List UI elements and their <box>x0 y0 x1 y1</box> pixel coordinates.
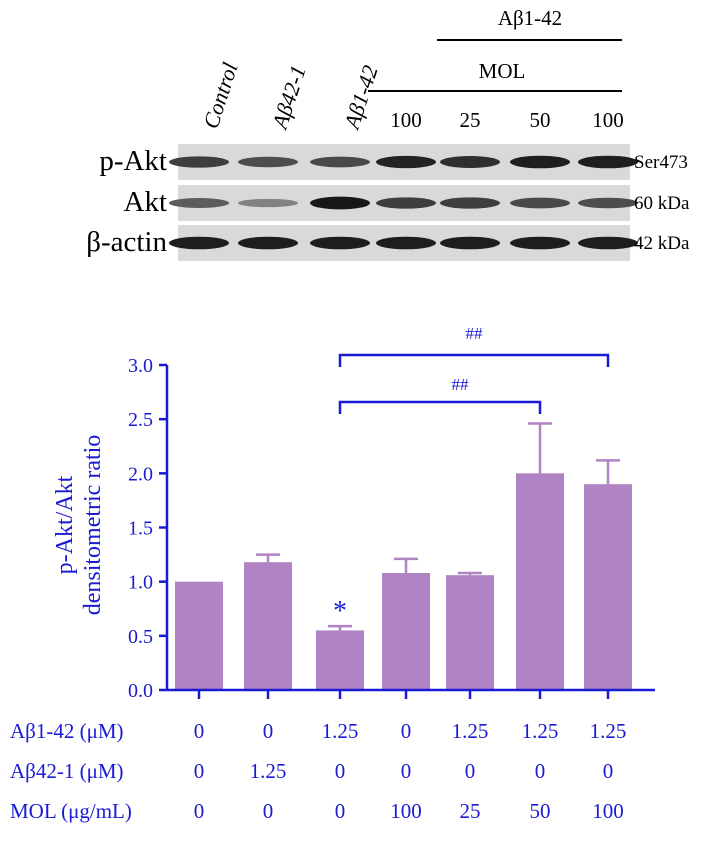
condition-value: 0 <box>194 799 205 823</box>
condition-label: Aβ1-42 (μM) <box>10 719 124 743</box>
blot-band <box>310 236 370 250</box>
condition-value: 0 <box>335 759 346 783</box>
blot-row-label: Akt <box>124 186 168 218</box>
significance-label: ## <box>466 324 484 343</box>
condition-value: 1.25 <box>522 719 559 743</box>
mol-doses: 100 25 50 100 <box>390 108 624 132</box>
lane-label: Aβ1-42 <box>338 62 382 133</box>
blot-band <box>578 236 638 250</box>
condition-value: 0 <box>401 759 412 783</box>
conditions-table: Aβ1-42 (μM) 0 0 1.25 0 1.25 1.25 1.25 Aβ42-1 (μM… <box>10 719 626 823</box>
group-label-abeta142: Aβ1-42 <box>498 6 562 30</box>
y-tick-label: 3.0 <box>128 355 153 377</box>
bar-chart: 0.0 0.5 1.0 1.5 2.0 2.5 3.0 p-Akt/Akt densitom… <box>52 324 655 702</box>
condition-value: 1.25 <box>250 759 287 783</box>
blot-band <box>238 198 298 208</box>
bar <box>382 573 430 690</box>
blot-row-label: β-actin <box>86 226 167 258</box>
blot-band <box>376 236 436 250</box>
blot-size-label: 42 kDa <box>634 233 690 254</box>
condition-value: 1.25 <box>322 719 359 743</box>
bar <box>244 562 292 690</box>
condition-value: 0 <box>535 759 546 783</box>
condition-value: 100 <box>390 799 422 823</box>
condition-value: 0 <box>263 719 274 743</box>
condition-value: 0 <box>263 799 274 823</box>
bar <box>175 581 223 690</box>
mol-dose-label: 50 <box>530 108 551 132</box>
blot-rows: p-Akt Ser473 Akt 60 kDa β-actin 42 kDa <box>86 144 690 261</box>
blot-band <box>169 236 229 250</box>
blot-band <box>578 155 638 169</box>
x-axis <box>167 688 655 699</box>
significance-bracket <box>338 400 542 414</box>
y-axis-label-line1: p-Akt/Akt <box>52 475 78 574</box>
significance-star: * <box>333 596 347 627</box>
blot-band <box>510 197 570 209</box>
blot-band <box>578 197 638 209</box>
condition-value: 0 <box>194 759 205 783</box>
blot-band <box>238 156 298 168</box>
condition-value: 25 <box>460 799 481 823</box>
condition-value: 0 <box>335 799 346 823</box>
y-axis: 0.0 0.5 1.0 1.5 2.0 2.5 3.0 <box>128 355 169 702</box>
bar <box>584 484 632 690</box>
bar <box>446 575 494 690</box>
blot-size-label: Ser473 <box>634 152 688 173</box>
significance-bracket <box>338 353 610 367</box>
blot-row-label: p-Akt <box>99 145 167 177</box>
blot-header: Aβ1-42 MOL Control Aβ42-1 Aβ1-42 100 25 50 10… <box>198 6 624 133</box>
blot-band <box>310 196 370 210</box>
blot-band <box>169 156 229 168</box>
y-tick-label: 0.5 <box>128 626 153 648</box>
condition-label: MOL (μg/mL) <box>10 799 132 823</box>
y-tick-label: 2.0 <box>128 463 153 485</box>
bars <box>175 422 632 690</box>
condition-value: 1.25 <box>590 719 627 743</box>
blot-band <box>238 236 298 250</box>
blot-band <box>169 198 229 208</box>
y-axis-label-line2: densitometric ratio <box>80 435 106 616</box>
y-tick-label: 0.0 <box>128 680 153 702</box>
blot-band <box>510 155 570 169</box>
y-tick-label: 1.0 <box>128 572 153 594</box>
lane-label: Aβ42-1 <box>266 62 310 133</box>
annotations: * ## ## <box>333 324 610 627</box>
condition-value: 0 <box>465 759 476 783</box>
blot-band <box>376 197 436 209</box>
blot-band <box>440 156 500 168</box>
condition-value: 100 <box>592 799 624 823</box>
blot-band <box>440 197 500 209</box>
blot-band <box>510 236 570 250</box>
significance-label: ## <box>452 375 470 394</box>
blot-band <box>376 155 436 169</box>
lane-label: Control <box>198 59 243 131</box>
condition-value: 0 <box>194 719 205 743</box>
condition-label: Aβ42-1 (μM) <box>10 759 124 783</box>
condition-value: 1.25 <box>452 719 489 743</box>
condition-value: 50 <box>530 799 551 823</box>
blot-band <box>440 236 500 250</box>
bar <box>316 630 364 690</box>
blot-size-label: 60 kDa <box>634 193 690 214</box>
mol-dose-label: 100 <box>592 108 624 132</box>
group-label-mol: MOL <box>479 59 526 83</box>
condition-value: 0 <box>603 759 614 783</box>
lane-labels: Control Aβ42-1 Aβ1-42 <box>198 59 383 133</box>
condition-value: 0 <box>401 719 412 743</box>
mol-dose-label: 25 <box>460 108 481 132</box>
y-tick-label: 2.5 <box>128 409 153 431</box>
y-tick-label: 1.5 <box>128 518 153 540</box>
mol-dose-label: 100 <box>390 108 422 132</box>
bar <box>516 473 564 690</box>
blot-band <box>310 156 370 168</box>
